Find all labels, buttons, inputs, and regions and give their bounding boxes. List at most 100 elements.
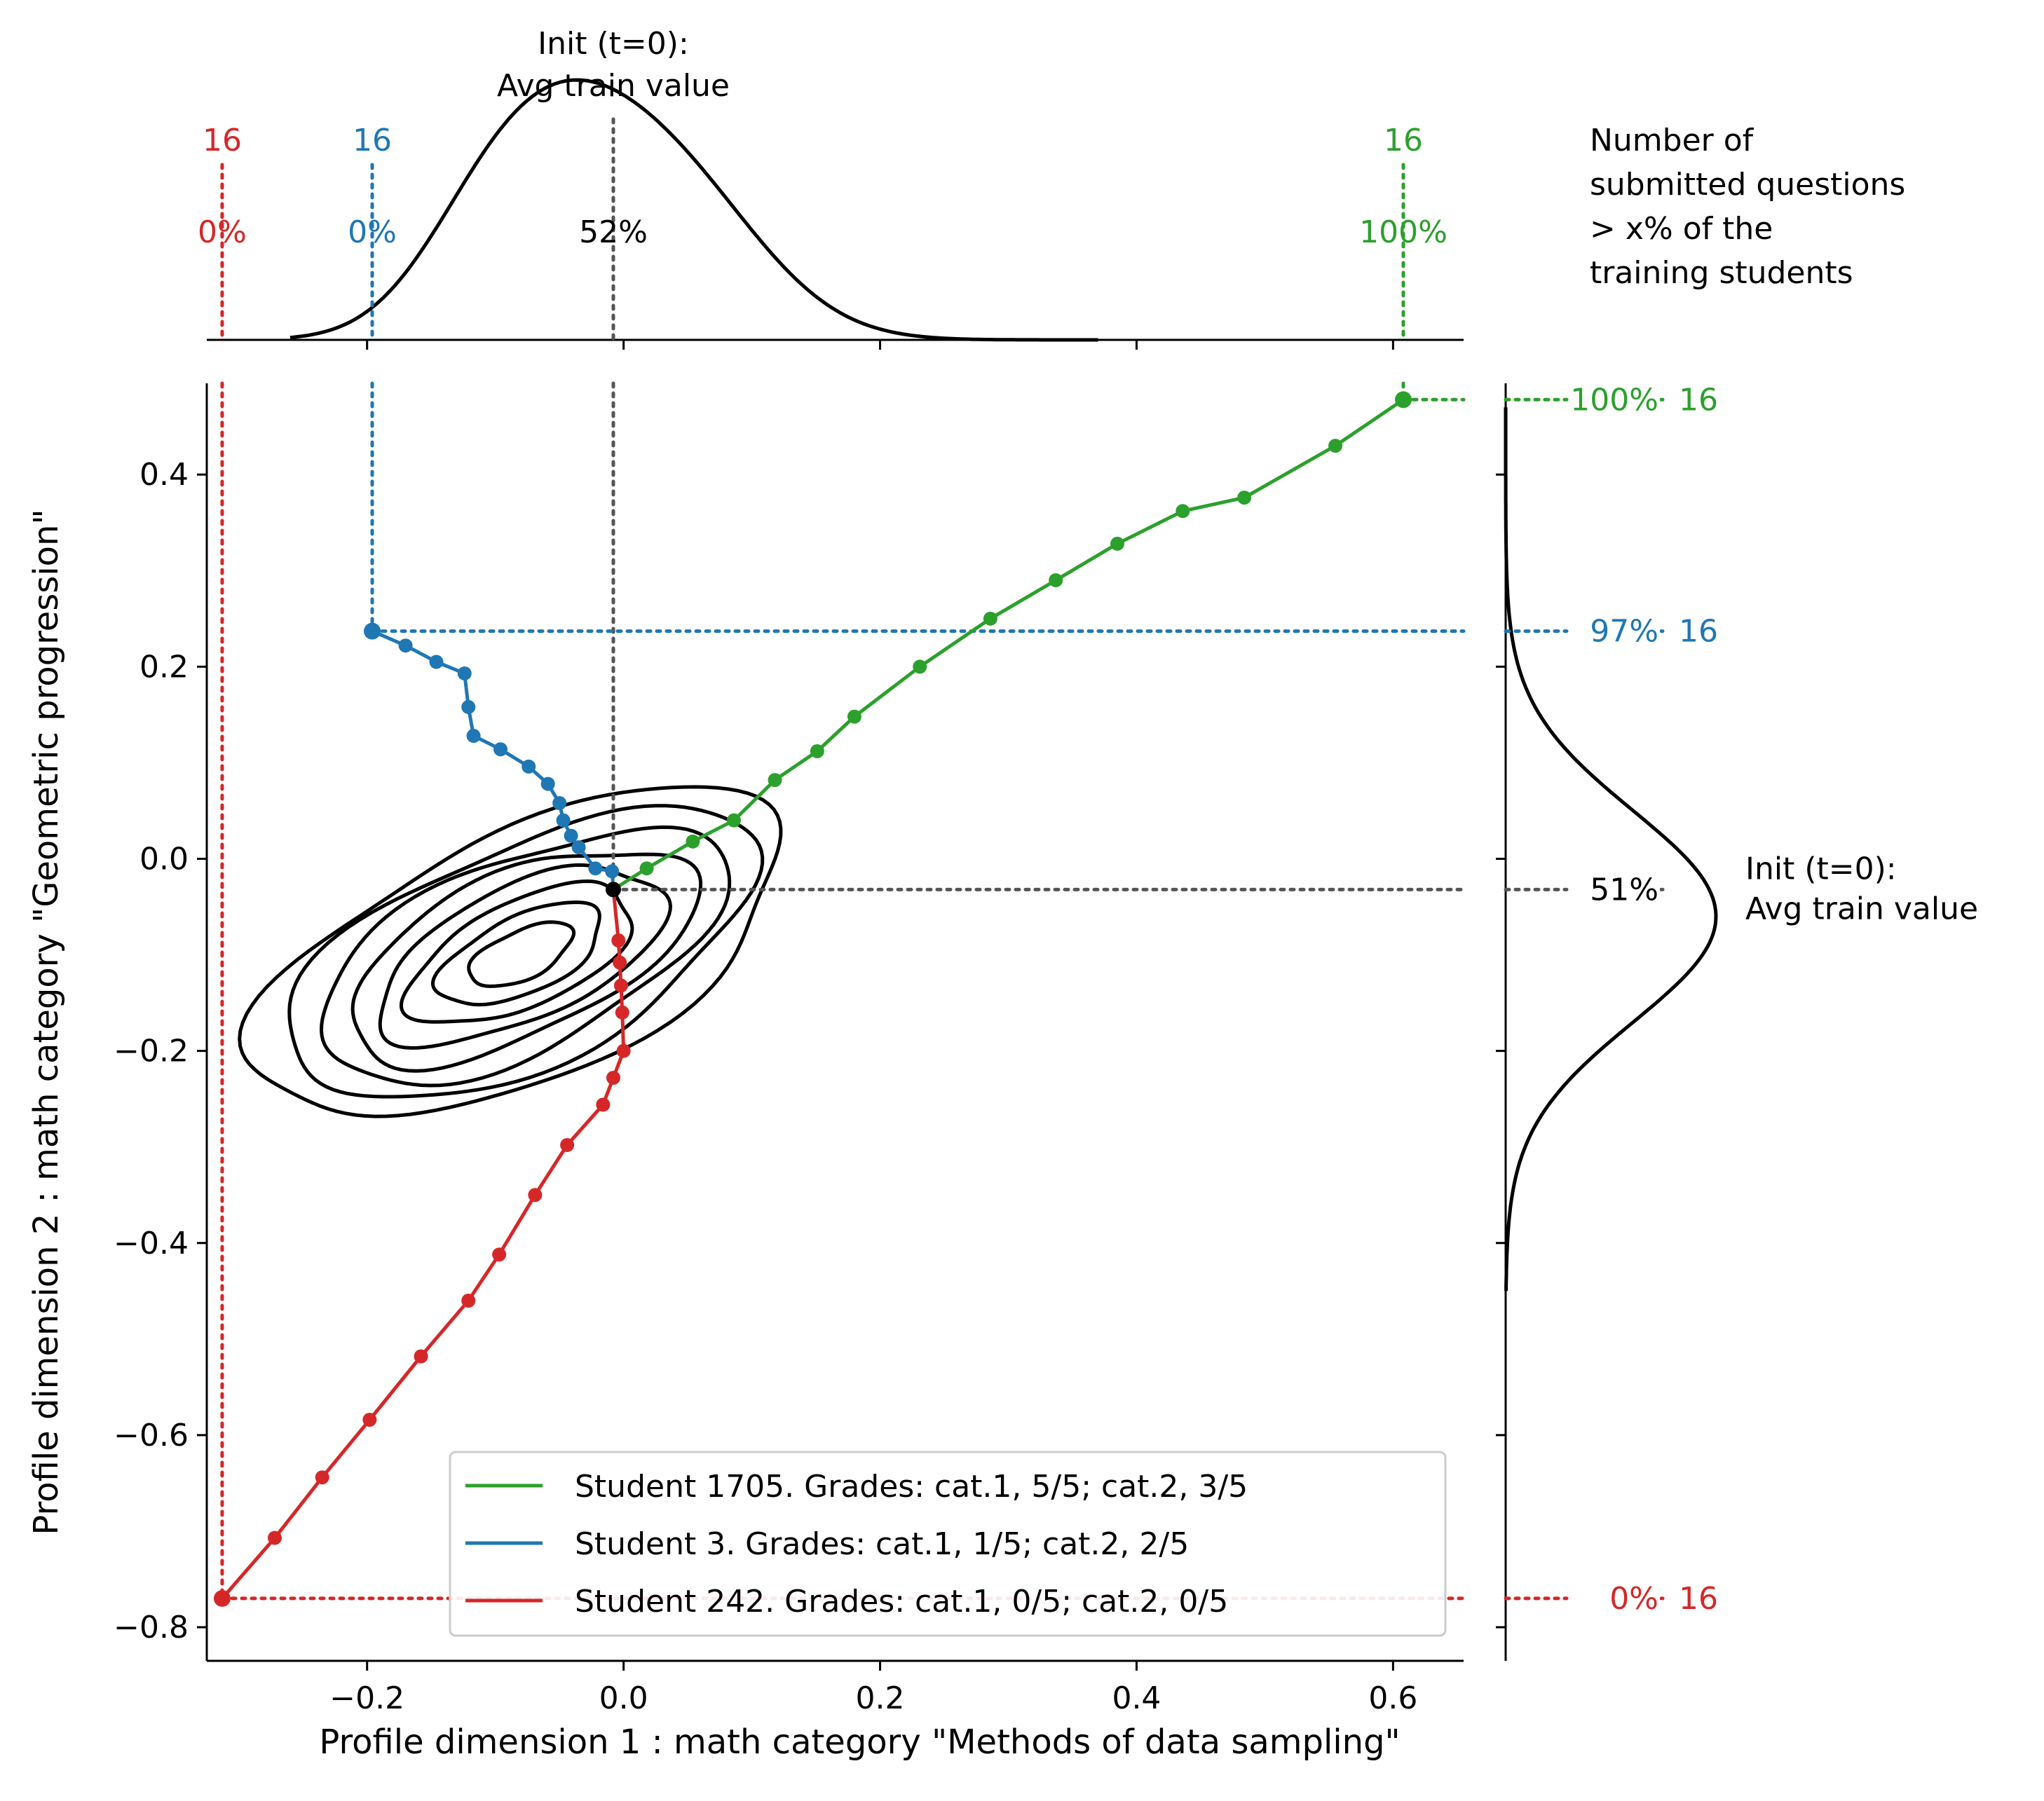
- data-point: [522, 759, 536, 774]
- right-percent-bg: [1570, 612, 1660, 652]
- data-point: [983, 611, 997, 626]
- init-point: [605, 882, 621, 898]
- contour-level-5: [378, 863, 673, 1050]
- y-tick-label: −0.2: [114, 1034, 189, 1069]
- data-point: [364, 622, 381, 640]
- axes: −0.2 0.0 0.2 0.4 0.6 0.4 0.2 0.0 −0.2 −0.4 −0.6 −0.…: [27, 383, 1464, 1762]
- data-point: [913, 659, 927, 674]
- data-point: [616, 1043, 631, 1058]
- data-point: [398, 638, 413, 653]
- series-2: [364, 622, 620, 890]
- series-1: [612, 391, 1412, 891]
- data-point: [571, 840, 586, 855]
- contour-level-2: [287, 804, 765, 1099]
- y-tick-label: −0.4: [114, 1226, 189, 1261]
- top-percent-label: 0%: [198, 214, 247, 250]
- data-point: [606, 1070, 620, 1085]
- data-point: [213, 1589, 231, 1607]
- data-point: [639, 861, 654, 876]
- right-percent-label: 100%: [1570, 382, 1658, 418]
- data-point: [466, 729, 481, 744]
- legend: Student 1705. Grades: cat.1, 5/5; cat.2,…: [449, 1451, 1447, 1637]
- right-percent-label: 51%: [1590, 872, 1658, 908]
- y-tick-label: 0.2: [139, 649, 189, 685]
- x-tick-label: −0.2: [329, 1680, 404, 1716]
- top-note-line: training students: [1590, 255, 1853, 291]
- contour-level-1: [238, 785, 783, 1118]
- y-tick-label: −0.6: [114, 1418, 189, 1453]
- data-point: [540, 776, 555, 791]
- data-point: [362, 1412, 377, 1427]
- top-percent-label: 100%: [1359, 214, 1447, 250]
- annotations: Init (t=0): Avg train value 16 0% 16 0% 52% 16 1…: [198, 26, 1978, 1619]
- data-point: [552, 795, 567, 810]
- x-tick-label: 0.2: [856, 1680, 905, 1716]
- y-tick-label: −0.8: [114, 1610, 189, 1645]
- data-point: [596, 1097, 611, 1112]
- data-point: [560, 1137, 575, 1152]
- guide-lines: [220, 117, 1665, 1601]
- top-percent-label: 0%: [348, 214, 397, 250]
- data-point: [461, 1293, 476, 1308]
- data-point: [414, 1349, 428, 1364]
- right-kde-curve: [1504, 407, 1718, 1292]
- top-count-label: 16: [353, 123, 392, 158]
- contour-level-8: [467, 920, 576, 988]
- series-layer: [213, 391, 1412, 1607]
- series-3: [213, 889, 631, 1607]
- data-point: [1237, 491, 1252, 505]
- top-init-annotation-line: Avg train value: [497, 68, 730, 104]
- top-note-line: > x% of the: [1590, 211, 1773, 247]
- contour-level-3: [319, 825, 732, 1088]
- data-point: [1328, 439, 1343, 453]
- right-percent-bg: [1570, 870, 1660, 910]
- data-point: [613, 978, 628, 993]
- x-tick-label: 0.0: [599, 1680, 648, 1716]
- data-point: [315, 1470, 329, 1485]
- data-point: [1110, 536, 1125, 551]
- right-marginal-density: [1496, 383, 1718, 1661]
- right-count-label: 16: [1679, 1581, 1718, 1617]
- data-point: [726, 813, 741, 828]
- legend-entry: Student 3. Grades: cat.1, 1/5; cat.2, 2/…: [575, 1526, 1189, 1562]
- data-point: [588, 861, 603, 876]
- x-tick-label: 0.4: [1112, 1680, 1161, 1716]
- y-axis-title: Profile dimension 2 : math category "Geo…: [27, 509, 66, 1535]
- data-point: [492, 1247, 507, 1262]
- data-point: [1049, 573, 1063, 587]
- contour-level-7: [430, 900, 601, 1007]
- data-point: [267, 1530, 282, 1545]
- data-point: [457, 666, 472, 680]
- right-init-annotation-line: Init (t=0):: [1745, 851, 1897, 886]
- top-init-annotation-line: Init (t=0):: [538, 26, 689, 62]
- top-percent-label: 52%: [579, 214, 648, 250]
- right-count-label: 16: [1679, 614, 1718, 650]
- data-point: [611, 933, 626, 947]
- data-point: [461, 699, 476, 714]
- data-point: [1176, 504, 1190, 519]
- right-percent-bg: [1570, 1579, 1660, 1619]
- x-tick-label: 0.6: [1368, 1680, 1417, 1716]
- right-percent-label: 0%: [1609, 1581, 1658, 1617]
- data-point: [556, 813, 571, 828]
- contour-level-4: [350, 852, 703, 1073]
- legend-box: [449, 1451, 1447, 1637]
- y-tick-label: 0.0: [139, 841, 189, 877]
- top-note-line: Number of: [1590, 123, 1755, 158]
- series-line: [372, 629, 615, 890]
- right-init-annotation-line: Avg train value: [1745, 891, 1978, 926]
- data-point: [605, 864, 620, 879]
- data-point: [429, 655, 444, 669]
- right-percent-label: 97%: [1590, 614, 1658, 650]
- data-point: [768, 773, 782, 788]
- data-point: [615, 1005, 629, 1020]
- data-point: [810, 744, 824, 758]
- data-point: [528, 1188, 543, 1203]
- data-point: [847, 709, 861, 724]
- top-note-line: submitted questions: [1590, 167, 1905, 203]
- data-point: [493, 742, 507, 757]
- right-percent-bg: [1570, 381, 1660, 420]
- x-axis-title: Profile dimension 1 : math category "Met…: [319, 1723, 1400, 1762]
- top-count-label: 16: [203, 123, 242, 158]
